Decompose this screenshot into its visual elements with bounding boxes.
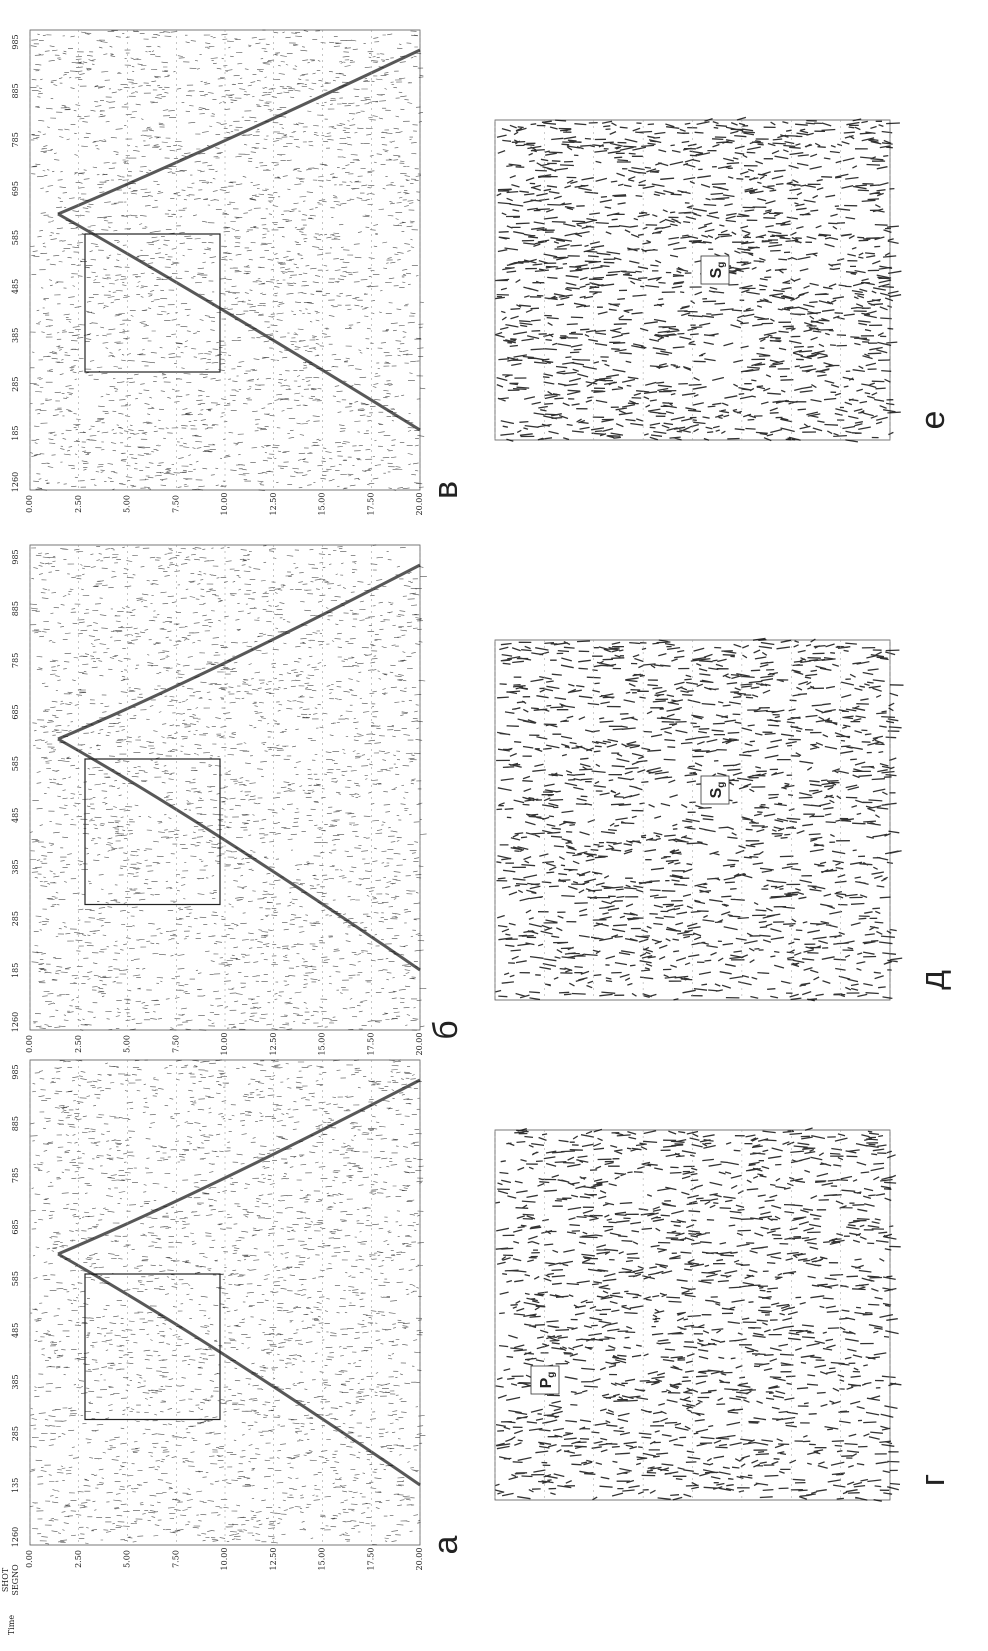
trace-label: 985 bbox=[11, 1064, 20, 1079]
phase-letter: P bbox=[538, 1377, 555, 1388]
trace-label: 285 bbox=[11, 911, 20, 926]
phase-letter: S bbox=[708, 267, 725, 278]
zoom-box bbox=[84, 233, 221, 373]
panel-letter: г bbox=[914, 1474, 952, 1486]
time-tick-label: 10.00 bbox=[220, 493, 229, 516]
shot-label: SHOT bbox=[1, 1567, 10, 1592]
phase-label: Pg bbox=[538, 1372, 556, 1389]
phase-box bbox=[700, 255, 730, 285]
zoom-box bbox=[84, 1273, 221, 1421]
inset-frame bbox=[494, 119, 891, 441]
time-tick-label: 7.50 bbox=[171, 495, 180, 513]
time-tick-label: 12.50 bbox=[269, 493, 278, 516]
time-tick-label: 12.50 bbox=[269, 1548, 278, 1571]
trace-wiggles bbox=[494, 1127, 902, 1502]
trace-label: 285 bbox=[11, 377, 20, 392]
time-tick-label: 2.50 bbox=[74, 495, 83, 513]
trace-label: 785 bbox=[11, 132, 20, 147]
time-tick-label: 15.00 bbox=[318, 493, 327, 516]
trace-wiggles bbox=[29, 1059, 426, 1546]
panel-letter: б bbox=[427, 1020, 465, 1039]
trace-label: 885 bbox=[11, 1116, 20, 1131]
trace-label: 885 bbox=[11, 83, 20, 98]
time-tick-label: 2.50 bbox=[74, 1550, 83, 1568]
time-label: Time bbox=[7, 1615, 16, 1635]
trace-label: 785 bbox=[11, 1168, 20, 1183]
panel-letter: а bbox=[427, 1535, 465, 1554]
trace-label: 585 bbox=[11, 756, 20, 771]
time-tick-label: 10.00 bbox=[220, 1548, 229, 1571]
phase-letter: S bbox=[708, 787, 725, 798]
trace-label: 885 bbox=[11, 601, 20, 616]
trace-label: 385 bbox=[11, 859, 20, 874]
panel-letter: е bbox=[914, 411, 952, 430]
trace-label: 695 bbox=[11, 181, 20, 196]
time-tick-label: 12.50 bbox=[269, 1033, 278, 1056]
time-tick-label: 5.00 bbox=[123, 1550, 132, 1568]
time-tick-label: 15.00 bbox=[318, 1033, 327, 1056]
trace-label: 985 bbox=[11, 34, 20, 49]
trace-label: 1260 bbox=[11, 1527, 20, 1547]
segno-label: SEGNO bbox=[11, 1564, 20, 1596]
phase-box bbox=[700, 775, 730, 805]
panel-letter: в bbox=[427, 481, 465, 499]
trace-label: 185 bbox=[11, 963, 20, 978]
trace-wiggles bbox=[495, 637, 904, 1002]
trace-label: 485 bbox=[11, 1323, 20, 1338]
phase-label: Sg bbox=[708, 262, 726, 279]
trace-label: 1260 bbox=[11, 472, 20, 492]
trace-label: 585 bbox=[11, 1271, 20, 1286]
trace-label: 385 bbox=[11, 328, 20, 343]
seismogram-frame bbox=[29, 544, 421, 1031]
panel-letter: д bbox=[914, 970, 952, 990]
trace-label: 985 bbox=[11, 549, 20, 564]
trace-label: 285 bbox=[11, 1426, 20, 1441]
time-tick-label: 20.00 bbox=[415, 493, 424, 516]
seismogram-frame bbox=[29, 1059, 421, 1546]
time-tick-label: 17.50 bbox=[366, 493, 375, 516]
phase-subscript: g bbox=[546, 1372, 557, 1378]
phase-label: Sg bbox=[708, 782, 726, 799]
time-tick-label: 17.50 bbox=[366, 1548, 375, 1571]
time-tick-label: 0.00 bbox=[25, 1550, 34, 1568]
time-tick-label: 0.00 bbox=[25, 495, 34, 513]
time-tick-label: 5.00 bbox=[123, 1035, 132, 1053]
trace-label: 785 bbox=[11, 653, 20, 668]
time-tick-label: 10.00 bbox=[220, 1033, 229, 1056]
time-tick-label: 5.00 bbox=[123, 495, 132, 513]
trace-label: 135 bbox=[11, 1478, 20, 1493]
time-tick-label: 0.00 bbox=[25, 1035, 34, 1053]
time-tick-label: 20.00 bbox=[415, 1548, 424, 1571]
trace-label: 485 bbox=[11, 808, 20, 823]
time-tick-label: 7.50 bbox=[171, 1035, 180, 1053]
trace-label: 385 bbox=[11, 1374, 20, 1389]
time-tick-label: 15.00 bbox=[318, 1548, 327, 1571]
trace-label: 685 bbox=[11, 1219, 20, 1234]
time-tick-label: 20.00 bbox=[415, 1033, 424, 1056]
phase-subscript: g bbox=[716, 782, 727, 788]
trace-label: 185 bbox=[11, 425, 20, 440]
time-tick-label: 2.50 bbox=[74, 1035, 83, 1053]
phase-box bbox=[530, 1365, 560, 1395]
time-tick-label: 17.50 bbox=[366, 1033, 375, 1056]
trace-label: 685 bbox=[11, 704, 20, 719]
trace-label: 1260 bbox=[11, 1012, 20, 1032]
trace-wiggles bbox=[29, 29, 426, 491]
trace-label: 485 bbox=[11, 279, 20, 294]
time-tick-label: 7.50 bbox=[171, 1550, 180, 1568]
trace-label: 585 bbox=[11, 230, 20, 245]
zoom-box bbox=[84, 758, 221, 906]
phase-subscript: g bbox=[716, 262, 727, 268]
